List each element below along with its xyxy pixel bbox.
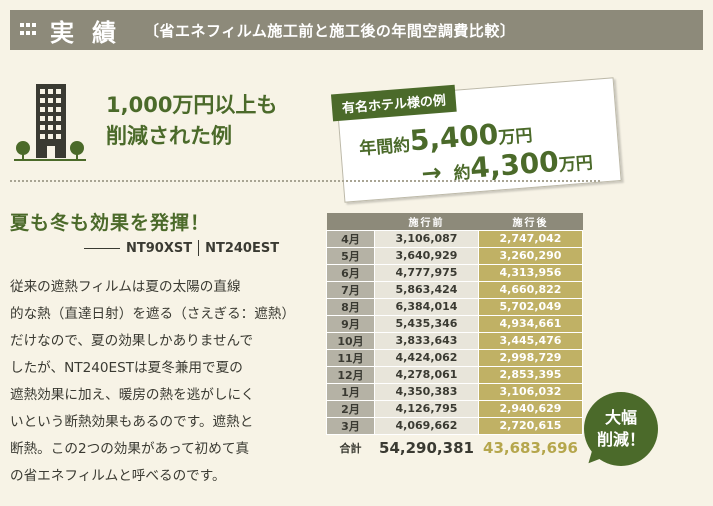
table-row: 11月 4,424,062 2,998,729 [326,348,583,367]
page-subtitle: 〔省エネフィルム施工前と施工後の年間空調費比較〕 [144,21,516,40]
product-separator [198,240,200,256]
month-cell: 6月 [326,263,375,282]
month-column-header [326,213,375,230]
after-cell: 4,660,822 [478,280,583,299]
badge-line2: 削減！ [596,430,645,449]
month-cell: 3月 [326,416,375,435]
badge-line1: 大幅 [604,408,637,427]
table-row: 10月 3,833,643 3,445,476 [326,331,583,350]
month-cell: 4月 [326,229,375,248]
section-title: 夏も冬も効果を発揮！ [10,212,211,234]
before-cell: 3,106,087 [374,229,479,248]
table-row: 12月 4,278,061 2,853,395 [326,365,583,384]
section-body: 従来の遮熱フィルムは夏の太陽の直線 的な熱（直達日射）を遮る（さえぎる：遮熱） … [10,274,302,490]
total-row: 合計 54,290,381 43,683,696 [326,434,583,462]
hotel-after-unit: 万円 [558,153,594,176]
month-cell: 9月 [326,314,375,333]
dotted-divider [10,180,600,182]
table-row: 7月 5,863,424 4,660,822 [326,280,583,299]
after-cell: 2,940,629 [478,399,583,418]
table-row: 5月 3,640,929 3,260,290 [326,246,583,265]
before-cell: 4,069,662 [374,416,479,435]
product-a: NT90XST [126,240,193,256]
before-cell: 4,278,061 [374,365,479,384]
month-cell: 1月 [326,382,375,401]
body-line: 遮熱効果に加え、暖房の熱を逃がしにく [10,387,255,403]
body-line: 的な熱（直達日射）を遮る（さえぎる：遮熱） [10,306,296,322]
table-row: 1月 4,350,383 3,106,032 [326,382,583,401]
before-cell: 5,863,424 [374,280,479,299]
table-row: 8月 6,384,014 5,702,049 [326,297,583,316]
month-cell: 5月 [326,246,375,265]
table-row: 4月 3,106,087 2,747,042 [326,229,583,248]
body-line: 断熱。この2つの効果があって初めて真 [10,441,250,457]
product-b: NT240EST [205,240,280,256]
before-cell: 4,424,062 [374,348,479,367]
hotel-before-prefix: 年間約 [358,135,411,160]
building-icon [14,84,86,161]
month-cell: 7月 [326,280,375,299]
after-cell: 2,998,729 [478,348,583,367]
after-cell: 2,853,395 [478,365,583,384]
before-cell: 5,435,346 [374,314,479,333]
table-header-row: 施行前 施行後 [326,213,583,230]
before-cell: 4,350,383 [374,382,479,401]
hotel-example-card: 有名ホテル様の例 年間約5,400万円 → 約4,300万円 [330,77,622,203]
total-before: 54,290,381 [374,434,479,462]
month-cell: 10月 [326,331,375,350]
after-column-header: 施行後 [478,213,583,230]
body-line: いという断熱効果もあるのです。遮熱と [10,414,254,430]
month-cell: 2月 [326,399,375,418]
month-cell: 11月 [326,348,375,367]
total-label: 合計 [326,434,375,462]
before-cell: 4,126,795 [374,399,479,418]
month-cell: 8月 [326,297,375,316]
reduction-badge: 大幅 削減！ [584,392,658,466]
after-cell: 4,313,956 [478,263,583,282]
table-row: 9月 5,435,346 4,934,661 [326,314,583,333]
hotel-after-value: 4,300 [469,144,560,185]
table-row: 3月 4,069,662 2,720,615 [326,416,583,435]
after-cell: 2,720,615 [478,416,583,435]
before-cell: 6,384,014 [374,297,479,316]
before-column-header: 施行前 [374,213,479,230]
after-cell: 5,702,049 [478,297,583,316]
body-line: だけなので、夏の効果しかありませんで [10,333,254,349]
table-row: 6月 4,777,975 4,313,956 [326,263,583,282]
grid-icon [20,23,36,37]
header-bar: 実績 〔省エネフィルム施工前と施工後の年間空調費比較〕 [10,10,703,50]
after-cell: 4,934,661 [478,314,583,333]
body-line: したが、NT240ESTは夏冬兼用で夏の [10,360,243,376]
table-row: 2月 4,126,795 2,940,629 [326,399,583,418]
body-line: 従来の遮熱フィルムは夏の太陽の直線 [10,279,241,295]
rule-line [84,247,120,249]
cost-table: 施行前 施行後 4月 3,106,087 2,747,042 5月 3,640,929 3… [326,213,583,462]
hotel-example-label: 有名ホテル様の例 [330,84,457,122]
product-names: NT90XST NT240EST [84,240,279,256]
month-cell: 12月 [326,365,375,384]
hotel-before-unit: 万円 [497,125,534,149]
headline: 1,000万円以上も 削減された例 [106,90,277,152]
total-after: 43,683,696 [478,434,583,462]
after-cell: 3,260,290 [478,246,583,265]
before-cell: 3,833,643 [374,331,479,350]
headline-line1: 1,000万円以上も [106,93,278,117]
arrow-right-icon: → [420,158,443,188]
body-line: の省エネフィルムと呼べるのです。 [10,468,226,484]
before-cell: 4,777,975 [374,263,479,282]
headline-line2: 削減された例 [106,124,232,148]
after-cell: 3,106,032 [478,382,583,401]
page-title: 実績 [50,18,134,47]
before-cell: 3,640,929 [374,246,479,265]
after-cell: 3,445,476 [478,331,583,350]
after-cell: 2,747,042 [478,229,583,248]
